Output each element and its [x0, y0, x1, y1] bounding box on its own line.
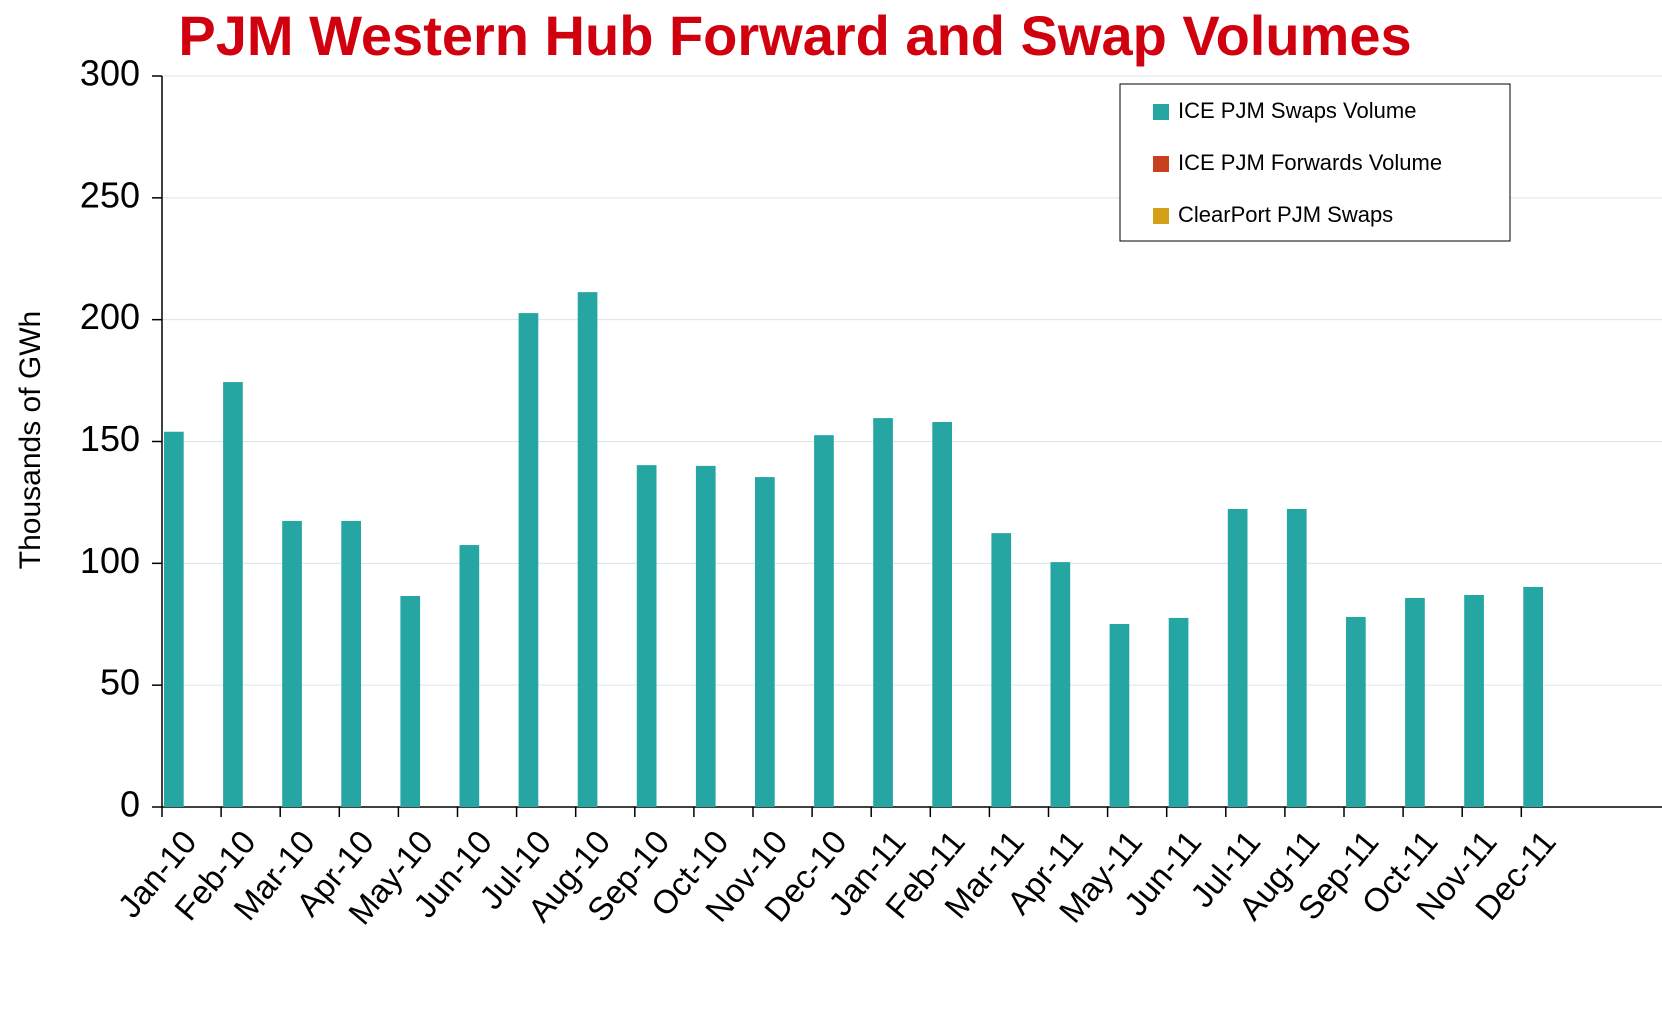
bar [814, 435, 834, 807]
bar [695, 465, 716, 807]
y-axis-label: Thousands of GWh [14, 311, 47, 569]
legend-swatch [1153, 156, 1169, 172]
bar [577, 292, 598, 807]
legend-swatch [1153, 208, 1169, 224]
bar [932, 422, 952, 807]
y-tick-label: 300 [80, 53, 140, 94]
y-tick-label: 200 [80, 296, 140, 337]
y-tick-label: 150 [80, 418, 140, 459]
bar [991, 533, 1012, 807]
bar [873, 418, 893, 807]
y-tick-label: 100 [80, 540, 140, 581]
legend-swatch [1153, 104, 1169, 120]
bar [282, 520, 302, 807]
bar [341, 520, 361, 807]
legend-box [1119, 83, 1511, 242]
bar [223, 382, 243, 807]
bar [1405, 597, 1425, 807]
bar [1286, 508, 1307, 807]
bar [1346, 616, 1366, 807]
bar [459, 545, 480, 807]
y-tick-label: 50 [100, 662, 140, 703]
bar [1523, 586, 1543, 807]
bar [755, 477, 775, 807]
bar [636, 465, 657, 807]
legend-label: ICE PJM Swaps Volume [1178, 98, 1416, 123]
bar [1168, 617, 1189, 807]
y-tick-label: 0 [120, 784, 140, 825]
legend: ICE PJM Swaps Volume ICE PJM Forwards Vol… [1119, 83, 1511, 242]
chart-title: PJM Western Hub Forward and Swap Volumes [178, 4, 1411, 67]
bar [1050, 562, 1071, 807]
bar [164, 431, 184, 807]
bar [400, 595, 421, 807]
legend-label: ClearPort PJM Swaps [1178, 202, 1393, 227]
bar [518, 313, 539, 807]
y-tick-label: 250 [80, 174, 140, 215]
bar [1109, 624, 1130, 807]
bar [1464, 595, 1484, 807]
bar [1227, 508, 1248, 807]
legend-label: ICE PJM Forwards Volume [1178, 150, 1442, 175]
